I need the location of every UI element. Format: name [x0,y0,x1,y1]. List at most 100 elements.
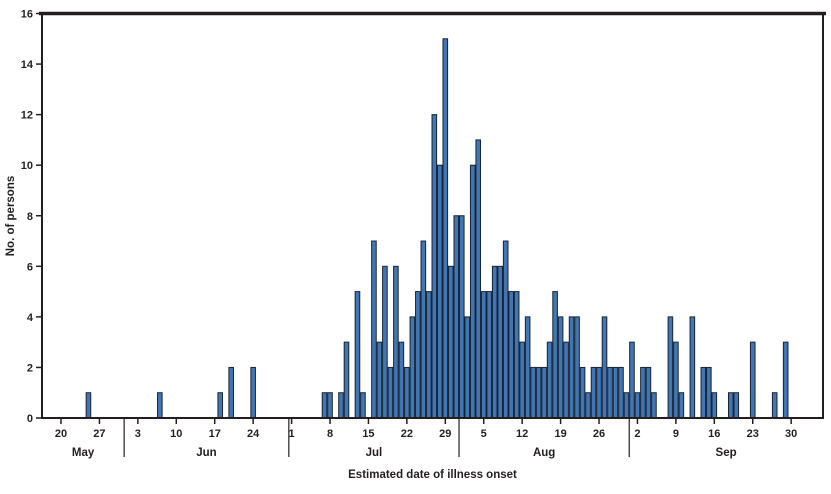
bar-jul-20 [393,265,399,419]
bar-sep-16 [711,392,718,419]
bar-jul-29 [442,38,449,419]
bar-sep-20 [733,392,740,419]
bar-jul-30 [447,265,454,419]
y-axis-title: No. of persons [5,176,17,257]
bar-jul-26 [426,291,432,419]
bar-sep-15 [706,366,712,419]
x-tick-label-jul-29: 29 [439,428,451,440]
bar-jun-7 [157,392,163,419]
month-label-sep: Sep [716,447,737,459]
bar-aug-2 [464,316,471,419]
bar-aug-22 [574,316,580,419]
bar-sep-4 [645,366,652,419]
bar-aug-31 [623,392,630,419]
bar-jun-20 [228,366,234,419]
x-tick-label-jul-1: 1 [289,428,295,440]
bar-aug-26 [596,366,602,419]
bar-sep-19 [727,392,734,419]
bar-aug-11 [513,291,520,419]
month-label-may: May [72,447,95,459]
bar-sep-12 [689,316,696,419]
bar-jul-23 [409,316,416,419]
bar-aug-4 [475,139,482,419]
bar-sep-8 [667,316,674,419]
x-tick-label-may-20: 20 [55,428,67,440]
bar-aug-20 [563,341,569,419]
bar-jun-24 [250,366,256,419]
bar-jul-16 [371,240,377,419]
month-label-aug: Aug [533,447,555,459]
bar-aug-5 [480,291,487,419]
bar-aug-19 [557,316,564,419]
x-tick-label-jul-22: 22 [401,428,413,440]
bar-jul-11 [343,341,350,419]
bar-jul-21 [398,341,405,419]
y-tick-label-2: 2 [27,362,33,374]
x-tick-label-jun-17: 17 [209,428,221,440]
bar-jul-13 [354,291,361,419]
x-tick-label-sep-2: 2 [634,428,640,440]
bar-aug-9 [502,240,509,419]
bar-sep-23 [749,341,756,419]
x-tick-label-may-27: 27 [93,428,105,440]
bar-jul-24 [415,291,421,419]
x-tick-label-sep-30: 30 [785,428,797,440]
y-tick-label-10: 10 [21,160,33,172]
bar-aug-18 [552,291,558,419]
x-axis-title: Estimated date of illness onset [348,469,517,481]
bar-aug-10 [508,291,514,419]
bar-jul-14 [360,392,366,419]
bar-jul-18 [382,265,388,419]
x-tick-label-jun-10: 10 [170,428,182,440]
bar-aug-30 [618,366,624,419]
bar-aug-12 [519,341,525,419]
bar-jun-18 [217,392,224,419]
bar-aug-25 [590,366,597,419]
x-tick-label-sep-9: 9 [673,428,679,440]
bar-aug-13 [524,316,531,419]
y-tick-label-8: 8 [27,211,33,223]
bar-aug-21 [568,316,575,419]
x-tick-label-jun-24: 24 [247,428,260,440]
bar-may-25 [85,392,92,419]
y-tick-label-6: 6 [27,261,33,273]
y-tick-label-12: 12 [21,110,33,122]
bar-jul-31 [453,215,460,419]
bar-jul-7 [321,392,328,419]
month-label-jul: Jul [366,447,383,459]
y-tick-label-14: 14 [21,59,34,71]
x-tick-label-sep-23: 23 [747,428,759,440]
bar-jul-28 [437,164,443,419]
bar-aug-28 [607,366,613,419]
bar-sep-10 [678,392,685,419]
bar-jul-27 [431,114,438,419]
bar-sep-14 [700,366,707,419]
bar-aug-1 [458,215,465,419]
bar-sep-2 [634,392,641,419]
bar-sep-5 [651,392,657,419]
x-tick-label-aug-19: 19 [554,428,566,440]
y-tick-label-16: 16 [21,9,33,21]
bar-jul-8 [327,392,333,419]
x-tick-label-jul-8: 8 [327,428,333,440]
bar-sep-3 [640,366,646,419]
bar-aug-27 [601,316,608,419]
bar-aug-7 [491,265,498,419]
bar-aug-24 [585,392,591,419]
bar-jul-22 [404,366,410,419]
bar-aug-29 [612,366,619,419]
y-tick-label-4: 4 [27,312,34,324]
bar-aug-17 [546,341,553,419]
x-tick-label-jul-15: 15 [362,428,374,440]
x-tick-label-aug-26: 26 [593,428,605,440]
y-tick-label-0: 0 [27,413,33,425]
month-label-jun: Jun [196,447,216,459]
bar-jul-10 [338,392,344,419]
bar-aug-16 [541,366,547,419]
bar-aug-6 [486,291,493,419]
bar-sep-9 [673,341,679,419]
bar-aug-23 [579,366,586,419]
bar-jul-17 [376,341,383,419]
